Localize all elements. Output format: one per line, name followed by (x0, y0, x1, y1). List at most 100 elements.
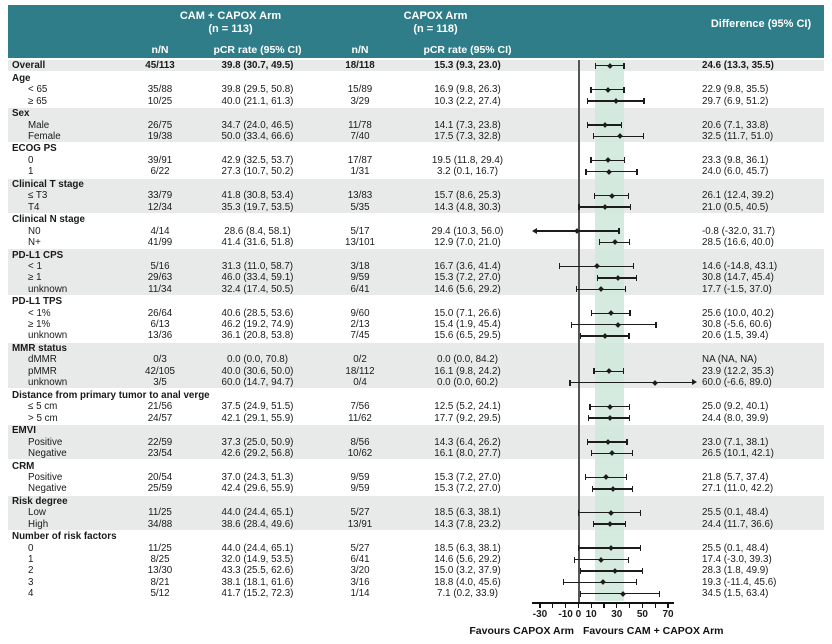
ci-point-estimate (608, 509, 614, 516)
difference-value: 26.5 (10.1, 42.1) (702, 447, 774, 459)
ci-cap-low (590, 310, 592, 317)
axis-tick-label: 10 (585, 609, 597, 620)
arm1-nN-value: 35/88 (147, 84, 173, 96)
row-label: Low (28, 507, 46, 519)
table-row: N+ 41/99 41.4 (31.6, 51.8) 13/101 12.9 (7.0,… (8, 237, 824, 248)
ci-point-estimate (614, 275, 621, 281)
arm2-title: CAPOX Arm (403, 10, 468, 22)
ci-point-estimate (607, 403, 614, 410)
arm1-pcr-value: 31.3 (11.0, 58.7) (221, 260, 294, 272)
ci-line (569, 382, 693, 384)
row-label: 2 (28, 565, 34, 577)
arm2-nN-value: 3/18 (350, 260, 370, 272)
ci-point-estimate (610, 485, 616, 492)
ci-cap-high (636, 168, 638, 175)
arm2-pcr-value: 15.3 (7.2, 27.0) (434, 471, 501, 483)
axis-tick-label: 50 (636, 609, 648, 620)
axis-scale: -30 -10 0 10 30 50 70 (532, 600, 698, 624)
difference-value: 21.0 (0.5, 40.5) (702, 201, 769, 213)
group-header-row: PD-L1 TPS (8, 296, 824, 307)
table-row: 0 11/25 44.0 (24.4, 65.1) 5/27 18.5 (6.3, 38… (8, 542, 824, 554)
difference-value: -0.8 (-32.0, 31.7) (702, 225, 775, 237)
arm2-nN-value: 0/4 (353, 377, 367, 389)
forest-plot-cell (535, 554, 698, 565)
difference-value: 34.5 (1.5, 63.4) (702, 588, 769, 600)
arm1-nN-value: 25/59 (147, 483, 173, 495)
difference-value: 27.1 (11.0, 42.2) (702, 483, 774, 495)
forest-plot-cell (535, 518, 698, 529)
arm2-pcr-value: 3.2 (0.1, 16.7) (437, 166, 498, 178)
ci-cap-low (591, 485, 594, 492)
ci-cap-low (592, 133, 595, 140)
difference-value: 28.3 (1.8, 49.9) (702, 565, 769, 577)
ci-point-estimate (613, 98, 620, 104)
axis-tick (564, 603, 567, 608)
row-label: N0 (28, 225, 41, 237)
arm2-pcr-value: 12.9 (7.0, 21.0) (434, 236, 501, 248)
arm2-nN-value: 7/56 (350, 401, 370, 413)
arm1-title: CAM + CAPOX Arm (179, 10, 282, 22)
row-label: ≥ 65 (28, 95, 47, 107)
ci-cap-high (626, 439, 628, 446)
col-header-nn-arm1: n/N (151, 44, 169, 56)
group-label: EMVI (12, 425, 36, 437)
table-row: Overall 45/113 39.8 (30.7, 49.5) 18/118 15.3… (8, 60, 824, 72)
group-label: Clinical T stage (12, 178, 84, 190)
arm1-nN-value: 11/25 (148, 542, 172, 554)
difference-value: 23.3 (9.8, 36.1) (702, 154, 769, 166)
axis-tick-label: 30 (611, 609, 623, 620)
forest-plot-cell (535, 84, 698, 95)
table-row: ≤ 5 cm 21/56 37.5 (24.9, 51.5) 7/56 12.5 (5.… (8, 401, 824, 412)
ci-cap-high (629, 204, 631, 211)
arm1-pcr-value: 39.8 (29.5, 50.8) (221, 84, 294, 96)
ci-point-estimate (604, 86, 611, 93)
arm2-pcr-value: 17.7 (9.2, 29.5) (434, 412, 501, 424)
ci-cap-low (586, 122, 589, 129)
arm1-pcr-value: 39.8 (30.7, 49.5) (221, 60, 294, 72)
table-row: unknown 3/5 60.0 (14.7, 94.7) 0/4 0.0 (0.0, … (8, 377, 824, 389)
forest-plot-cell (535, 60, 698, 71)
ci-point-estimate (574, 228, 581, 234)
ci-point-estimate (619, 590, 626, 597)
arm1-header: CAM + CAPOX Arm (n = 113) (133, 10, 328, 35)
ci-cap-low (558, 263, 561, 270)
group-label: PD-L1 CPS (12, 249, 64, 261)
group-distance-from-primary-tumor-to-anal-verge: Distance from primary tumor to anal verg… (8, 390, 824, 424)
forest-plot-cell (535, 412, 698, 423)
table-row: < 65 35/88 39.8 (29.5, 50.8) 15/89 16.9 (9.8… (8, 84, 824, 95)
ci-arrow-left (532, 227, 538, 234)
forest-plot-cell (532, 225, 698, 236)
group-header-row: MMR status (8, 342, 824, 355)
ci-point-estimate (608, 192, 615, 199)
table-row: Negative 23/54 42.6 (29.2, 56.8) 10/62 16.1 … (8, 447, 824, 460)
group-label: Age (12, 72, 31, 84)
row-label: ≥ 1% (28, 319, 51, 331)
arm2-nN-value: 3/20 (350, 565, 370, 577)
ci-cap-low (577, 545, 580, 552)
arm2-pcr-value: 15.3 (7.2, 27.0) (434, 272, 501, 284)
arm2-pcr-value: 0.0 (0.0, 84.2) (437, 354, 498, 366)
ci-cap-low (578, 204, 580, 211)
ci-cap-high (639, 545, 642, 552)
arm1-nN-value: 3/5 (153, 377, 167, 389)
ci-point-estimate (606, 168, 612, 175)
arm1-nN-value: 13/30 (147, 565, 173, 577)
arm1-pcr-value: 42.1 (29.1, 55.9) (221, 412, 294, 424)
arm1-nN-value: 5/16 (150, 260, 170, 272)
ci-cap-high (643, 98, 645, 105)
arm1-nN-value: 8/21 (150, 576, 170, 588)
difference-value: 24.4 (11.7, 36.6) (702, 518, 774, 530)
arm2-nN-value: 9/59 (350, 471, 370, 483)
row-label: unknown (28, 377, 68, 389)
ci-cap-high (629, 310, 631, 317)
arm1-nN-value: 42/105 (145, 365, 175, 377)
difference-value: 24.4 (8.0, 39.9) (702, 412, 769, 424)
arm1-pcr-value: 38.6 (28.4, 49.6) (221, 518, 294, 530)
arm1-nN-value: 11/25 (148, 507, 172, 519)
row-label: < 65 (28, 84, 48, 96)
difference-value: 30.8 (-5.6, 60.6) (702, 319, 772, 331)
ci-cap-high (624, 521, 626, 528)
column-headers: n/N pCR rate (95% CI) n/N pCR rate (95% … (8, 44, 824, 56)
arm2-pcr-value: 16.1 (9.8, 24.2) (434, 365, 501, 377)
ci-point-estimate (608, 310, 614, 317)
